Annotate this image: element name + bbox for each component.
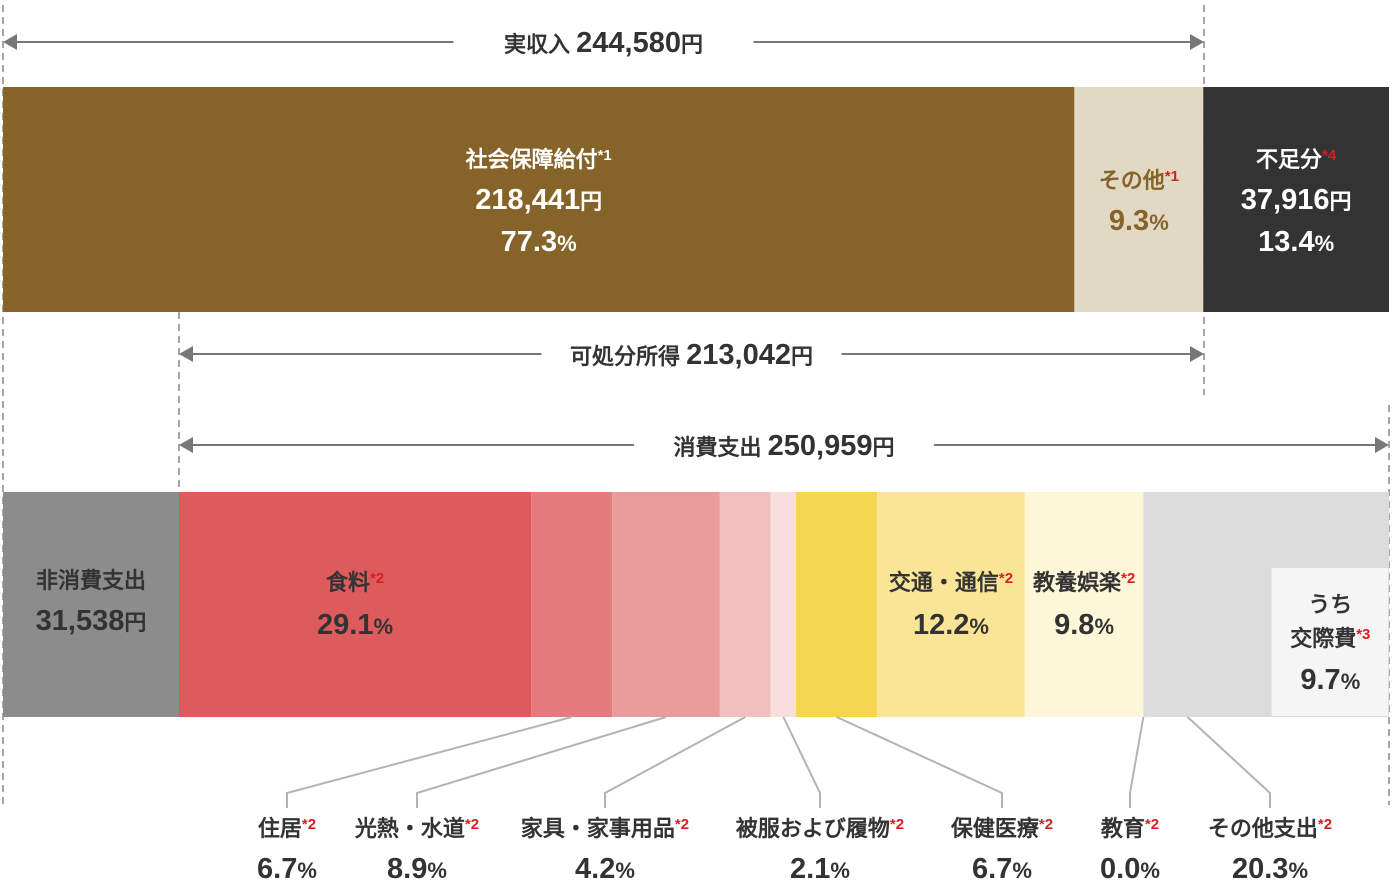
leader-line-6 <box>836 716 1003 808</box>
expenditure-pct-7: 12.2% <box>913 609 989 641</box>
income-seg2-name: その他*1 <box>1099 168 1179 193</box>
expenditure-pct-5: 2.1% <box>790 853 850 881</box>
income-segment-1 <box>3 87 1075 312</box>
expenditure-label-7: 交通・通信*2 <box>889 570 1013 595</box>
income-seg1-amount: 218,441円 <box>475 184 602 216</box>
income-segment-2 <box>1074 87 1204 312</box>
non-consumption-amount: 31,538円 <box>36 605 147 637</box>
expenditure-label-10: その他支出*2 <box>1208 816 1332 841</box>
income-seg3-name: 不足分*4 <box>1256 147 1337 172</box>
expenditure-pct-1: 29.1% <box>317 609 393 641</box>
leader-line-10 <box>1186 716 1271 808</box>
expenditure-label-4: 家具・家事用品*2 <box>521 816 689 841</box>
expenditure-label-5: 被服および履物*2 <box>736 816 904 841</box>
expenditure-label-3: 光熱・水道*2 <box>354 816 479 841</box>
consumption-arrow-head-right <box>1375 437 1389 453</box>
leader-line-5 <box>782 716 821 808</box>
income-seg2-pct: 9.3% <box>1109 205 1169 237</box>
consumption-arrow-head-left <box>179 437 193 453</box>
expenditure-segment-7 <box>877 492 1025 717</box>
disposable-arrow-label: 可処分所得 213,042円 <box>570 339 813 371</box>
sub-item-prefix: うち <box>1308 592 1352 617</box>
expenditure-pct-6: 6.7% <box>972 853 1032 881</box>
expenditure-label-9: 教育*2 <box>1101 816 1159 841</box>
non-consumption-segment <box>3 492 179 717</box>
income-total-arrow-head-left <box>3 34 17 50</box>
leader-line-4 <box>604 716 746 808</box>
expenditure-label-8: 教養娯楽*2 <box>1033 570 1135 595</box>
leader-line-9 <box>1129 716 1145 808</box>
income-seg3-pct: 13.4% <box>1258 226 1334 258</box>
expenditure-segment-8 <box>1024 492 1144 717</box>
expenditure-pct-8: 9.8% <box>1054 609 1114 641</box>
income-seg3-amount: 37,916円 <box>1241 184 1352 216</box>
expenditure-label-1: 食料*2 <box>326 570 384 595</box>
expenditure-pct-2: 6.7% <box>257 853 317 881</box>
non-consumption-name: 非消費支出 <box>36 568 146 593</box>
income-total-arrow-label: 実収入 244,580円 <box>504 27 703 59</box>
expenditure-pct-10: 20.3% <box>1232 853 1308 881</box>
expenditure-label-6: 保健医療*2 <box>950 816 1053 841</box>
income-seg1-pct: 77.3% <box>501 226 577 258</box>
sub-item-box <box>1271 568 1388 716</box>
sub-item-name: 交際費*3 <box>1290 626 1370 651</box>
disposable-arrow-head-right <box>1190 346 1204 362</box>
leader-line-2 <box>286 716 572 808</box>
expenditure-pct-3: 8.9% <box>387 853 447 881</box>
income-total-arrow-head-right <box>1190 34 1204 50</box>
expenditure-segment-5 <box>770 492 797 717</box>
sub-item-pct: 9.7% <box>1300 664 1360 696</box>
leader-line-3 <box>416 716 667 808</box>
expenditure-segment-3 <box>612 492 720 717</box>
expenditure-segment-6 <box>796 492 878 717</box>
expenditure-segment-2 <box>531 492 613 717</box>
income-seg1-name: 社会保障給付*1 <box>466 147 612 172</box>
expenditure-segment-1 <box>179 492 532 717</box>
expenditure-pct-9: 0.0% <box>1100 853 1160 881</box>
income-segment-3 <box>1203 87 1389 312</box>
disposable-arrow-head-left <box>179 346 193 362</box>
expenditure-pct-4: 4.2% <box>575 853 635 881</box>
expenditure-label-2: 住居*2 <box>258 816 316 841</box>
expenditure-segment-4 <box>719 492 771 717</box>
consumption-arrow-label: 消費支出 250,959円 <box>674 430 895 462</box>
